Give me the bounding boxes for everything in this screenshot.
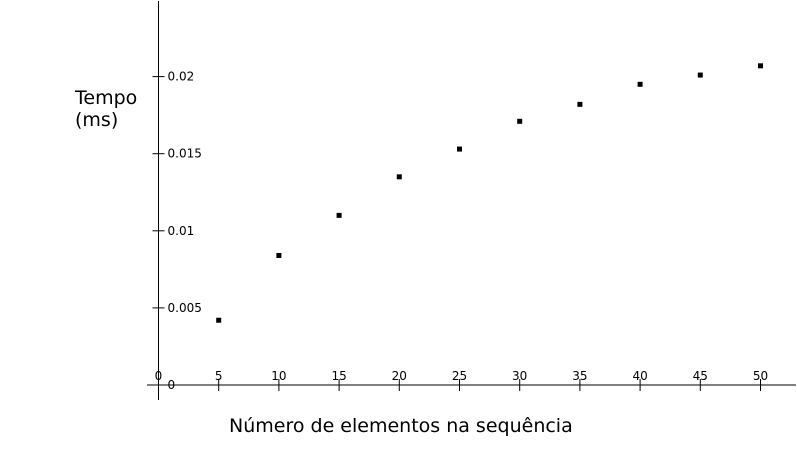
data-point [758,63,763,69]
x-tick-label: 10 [271,369,286,383]
y-tick-label: 0 [168,378,176,392]
x-axis-ticks: 0 5 10 15 20 25 30 35 40 45 50 [155,369,768,391]
x-tick-label: 15 [331,369,346,383]
chart-axes [147,1,796,400]
x-tick-label: 20 [392,369,407,383]
x-tick-label: 50 [753,369,768,383]
data-point [457,146,462,152]
data-points [216,63,763,323]
data-point [216,317,222,323]
x-tick-label: 25 [452,369,467,383]
x-tick-label: 5 [215,369,223,383]
x-tick-label: 45 [693,369,708,383]
y-tick-label: 0.015 [168,147,202,161]
y-axis-title-line-1: Tempo [74,87,137,109]
y-tick-label: 0.01 [168,224,195,238]
x-tick-label: 0 [155,369,163,383]
data-point [697,72,703,78]
y-tick-label: 0.02 [168,70,195,84]
x-tick-label: 30 [512,369,527,383]
y-tick-label: 0.005 [168,301,202,315]
data-point [637,81,643,87]
x-axis-title: Número de elementos na sequência [229,415,573,437]
x-tick-label: 35 [572,369,587,383]
y-axis-title-line-2: (ms) [75,109,118,131]
y-axis-ticks: 0 0.005 0.01 0.015 0.02 [152,70,202,392]
data-point [517,118,523,124]
data-point [276,252,282,258]
data-point [396,174,402,180]
x-tick-label: 40 [632,369,647,383]
data-point [577,101,583,107]
data-point [336,212,342,218]
